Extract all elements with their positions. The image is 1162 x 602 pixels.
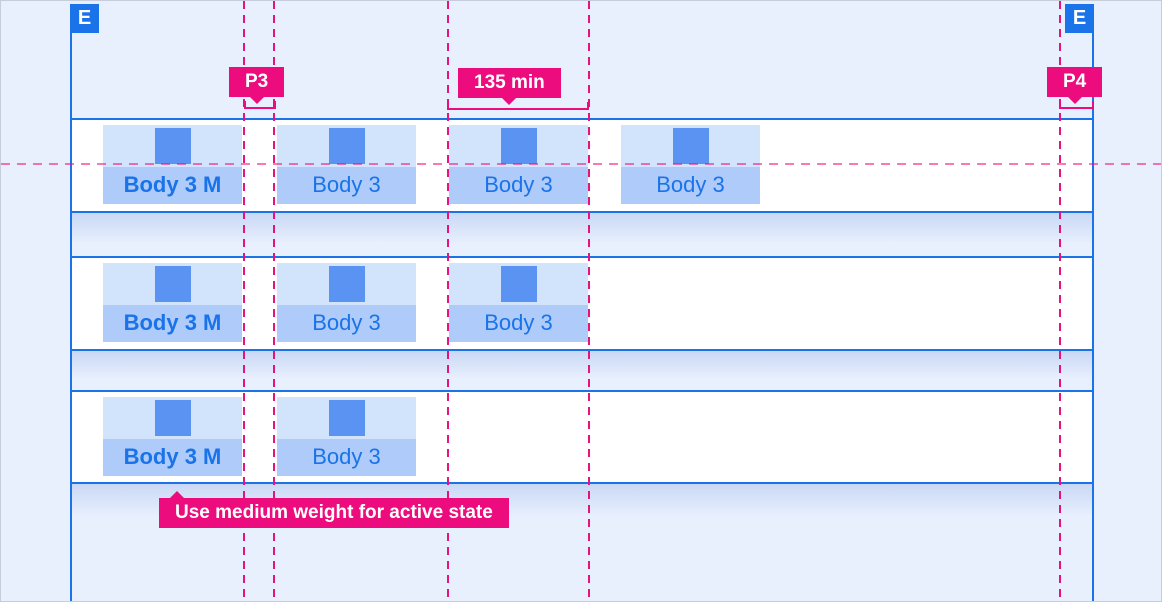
tab-icon-area xyxy=(277,263,416,305)
callout-note: Use medium weight for active state xyxy=(159,491,509,528)
placeholder-icon xyxy=(154,128,191,164)
callout-p3-text: P3 xyxy=(245,71,269,92)
guide-line-vertical xyxy=(243,1,245,601)
right-edge-keyline xyxy=(1092,4,1094,601)
keyline-badge-left: E xyxy=(70,4,99,33)
tab-bar-row-3: Body 3 M Body 3 xyxy=(70,390,1094,484)
measurement-bracket-p3 xyxy=(244,101,276,109)
guide-line-vertical xyxy=(1059,1,1061,601)
tab-item-active[interactable]: Body 3 M xyxy=(103,125,242,204)
placeholder-icon xyxy=(328,128,365,164)
tab-bar-row-2: Body 3 M Body 3 Body 3 xyxy=(70,256,1094,351)
callout-p4: P4 xyxy=(1047,67,1103,104)
tab-item[interactable]: Body 3 xyxy=(621,125,760,204)
tab-icon-area xyxy=(103,125,242,167)
left-edge-keyline xyxy=(70,4,72,601)
tab-icon-area xyxy=(449,125,588,167)
tab-label: Body 3 xyxy=(449,167,588,204)
guide-line-vertical xyxy=(588,1,590,601)
tab-label: Body 3 M xyxy=(103,439,242,476)
placeholder-icon xyxy=(328,400,365,436)
placeholder-icon xyxy=(328,266,365,302)
callout-p3: P3 xyxy=(229,67,285,104)
tab-label: Body 3 xyxy=(621,167,760,204)
tab-label: Body 3 M xyxy=(103,167,242,204)
tab-icon-area xyxy=(277,397,416,439)
tab-bar-row-1: Body 3 M Body 3 Body 3 Body 3 xyxy=(70,118,1094,213)
tab-label: Body 3 xyxy=(277,167,416,204)
tab-item[interactable]: Body 3 xyxy=(277,125,416,204)
pointer-down-icon xyxy=(248,96,265,104)
callout-note-text: Use medium weight for active state xyxy=(175,502,493,523)
tab-item-active[interactable]: Body 3 M xyxy=(103,263,242,342)
tab-item-active[interactable]: Body 3 M xyxy=(103,397,242,476)
tab-label: Body 3 xyxy=(277,305,416,342)
guide-line-horizontal xyxy=(1,163,1161,165)
placeholder-icon xyxy=(154,266,191,302)
callout-p4-text: P4 xyxy=(1063,71,1087,92)
tab-icon-area xyxy=(103,397,242,439)
guide-line-vertical xyxy=(273,1,275,601)
placeholder-icon xyxy=(672,128,709,164)
tab-label: Body 3 xyxy=(449,305,588,342)
placeholder-icon xyxy=(154,400,191,436)
measurement-bracket-p4 xyxy=(1059,101,1094,109)
placeholder-icon xyxy=(500,266,537,302)
tab-label: Body 3 xyxy=(277,439,416,476)
tab-item[interactable]: Body 3 xyxy=(277,263,416,342)
tab-icon-area xyxy=(103,263,242,305)
callout-duration-text: 135 min xyxy=(474,72,545,93)
keyline-badge-right: E xyxy=(1065,4,1094,33)
tab-item[interactable]: Body 3 xyxy=(449,125,588,204)
guide-line-vertical xyxy=(447,1,449,601)
placeholder-icon xyxy=(500,128,537,164)
row-gap-strip xyxy=(72,213,1092,256)
row-gap-strip xyxy=(72,351,1092,390)
tab-icon-area xyxy=(449,263,588,305)
measurement-bracket-duration xyxy=(447,102,589,110)
tab-icon-area xyxy=(621,125,760,167)
tab-label: Body 3 M xyxy=(103,305,242,342)
pointer-down-icon xyxy=(1066,96,1083,104)
tab-item[interactable]: Body 3 xyxy=(277,397,416,476)
callout-duration: 135 min xyxy=(458,68,561,105)
tab-icon-area xyxy=(277,125,416,167)
pointer-down-icon xyxy=(501,97,518,105)
pointer-up-icon xyxy=(169,491,185,499)
tab-item[interactable]: Body 3 xyxy=(449,263,588,342)
